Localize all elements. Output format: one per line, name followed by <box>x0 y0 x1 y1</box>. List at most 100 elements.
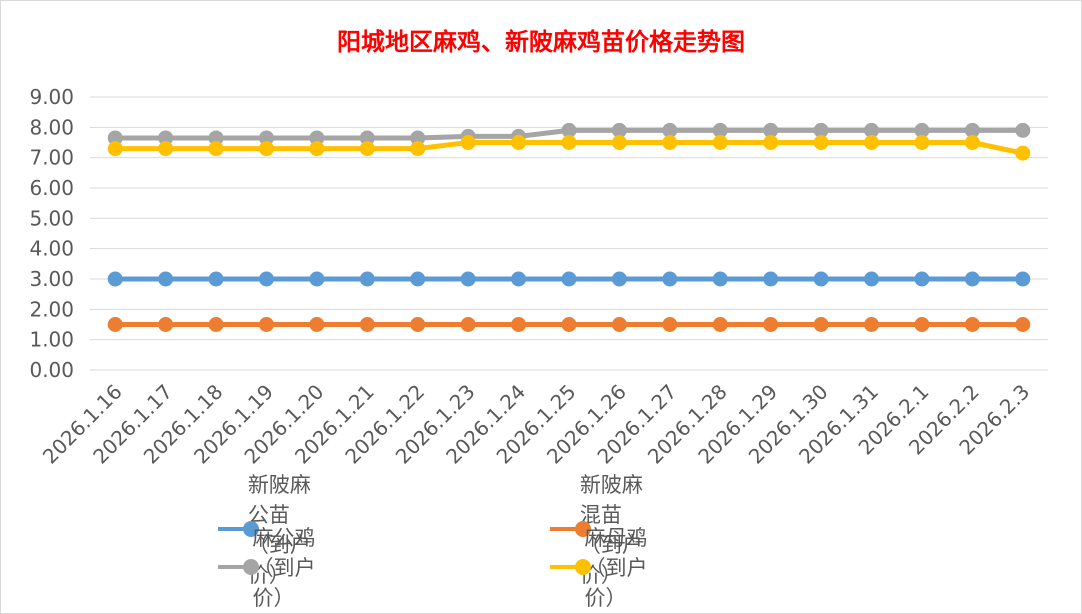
data-point <box>763 135 779 150</box>
data-point <box>460 135 476 150</box>
data-point <box>309 141 325 157</box>
legend-swatch <box>550 552 591 582</box>
data-point <box>763 271 779 287</box>
data-point <box>511 317 527 332</box>
data-point <box>309 130 325 146</box>
data-point <box>914 271 930 287</box>
data-point <box>763 317 779 332</box>
data-point <box>611 135 627 150</box>
data-point <box>763 122 779 138</box>
data-point <box>914 122 930 138</box>
data-point <box>561 122 577 138</box>
data-point <box>460 317 476 332</box>
data-point <box>662 135 678 150</box>
y-tick-label: 3.00 <box>29 267 74 291</box>
series-0 <box>107 271 1031 287</box>
data-point <box>964 271 980 287</box>
y-tick-label: 6.00 <box>29 176 74 200</box>
data-point <box>662 317 678 332</box>
data-point <box>410 271 426 287</box>
data-point <box>359 317 375 332</box>
data-point <box>511 135 527 150</box>
data-point <box>158 271 174 287</box>
data-point <box>460 271 476 287</box>
data-point <box>258 271 274 287</box>
data-point <box>561 317 577 332</box>
data-point <box>410 317 426 332</box>
data-point <box>662 122 678 138</box>
data-point <box>258 130 274 146</box>
series-1 <box>107 317 1031 332</box>
data-point <box>813 122 829 138</box>
y-tick-label: 5.00 <box>29 206 74 230</box>
y-tick-label: 1.00 <box>29 328 74 352</box>
data-point <box>258 141 274 157</box>
data-point <box>208 130 224 146</box>
data-point <box>611 271 627 287</box>
legend-item: 新陂麻公苗（到户价） <box>218 473 330 587</box>
chart-title: 阳城地区麻鸡、新陂麻鸡苗价格走势图 <box>337 27 745 56</box>
data-point <box>964 122 980 138</box>
y-axis: 0.00 1.00 2.00 3.00 4.00 5.00 6.00 7.00 8.00 9.00 <box>29 85 74 382</box>
data-point <box>258 317 274 332</box>
y-tick-label: 4.00 <box>29 237 74 261</box>
data-point <box>107 271 123 287</box>
data-point <box>208 317 224 332</box>
data-point <box>107 141 123 157</box>
data-point <box>864 317 880 332</box>
data-point <box>712 122 728 138</box>
x-axis: 2026.1.162026.1.172026.1.182026.1.192026… <box>38 380 1035 469</box>
data-point <box>158 317 174 332</box>
data-point <box>309 317 325 332</box>
data-point <box>359 271 375 287</box>
data-point <box>712 135 728 150</box>
data-point <box>712 317 728 332</box>
data-point <box>561 135 577 150</box>
data-point <box>611 317 627 332</box>
data-point <box>410 141 426 157</box>
data-point <box>864 271 880 287</box>
legend-swatch <box>218 552 259 582</box>
data-point <box>964 135 980 150</box>
data-point <box>813 271 829 287</box>
data-point <box>107 317 123 332</box>
data-point <box>359 130 375 146</box>
data-point <box>914 317 930 332</box>
data-point <box>914 135 930 150</box>
legend-swatch <box>550 514 591 544</box>
y-tick-label: 9.00 <box>29 85 74 109</box>
legend-item: 麻公鸡（到户价） <box>218 526 330 610</box>
data-point <box>1015 122 1031 138</box>
data-point <box>107 130 123 146</box>
y-tick-label: 0.00 <box>29 358 74 382</box>
legend-label: 新陂麻公苗（到户价） <box>247 473 311 587</box>
data-point <box>1015 271 1031 287</box>
data-point <box>813 317 829 332</box>
series-layer <box>107 122 1031 332</box>
data-point <box>813 135 829 150</box>
y-tick-label: 2.00 <box>29 297 74 321</box>
legend-swatch <box>218 514 259 544</box>
y-tick-label: 8.00 <box>29 115 74 139</box>
y-tick-label: 7.00 <box>29 146 74 170</box>
data-point <box>864 122 880 138</box>
legend-label: 麻母鸡（到户价） <box>584 526 648 610</box>
data-point <box>864 135 880 150</box>
data-point <box>1015 317 1031 332</box>
data-point <box>208 141 224 157</box>
legend-item: 新陂麻混苗（到户价） <box>550 473 662 587</box>
data-point <box>712 271 728 287</box>
data-point <box>561 271 577 287</box>
data-point <box>158 130 174 146</box>
data-point <box>410 130 426 146</box>
legend-item: 麻母鸡（到户价） <box>550 526 662 610</box>
data-point <box>611 122 627 138</box>
data-point <box>208 271 224 287</box>
legend-label: 麻公鸡（到户价） <box>252 526 316 610</box>
data-point <box>158 141 174 157</box>
data-point <box>309 271 325 287</box>
data-point <box>359 141 375 157</box>
data-point <box>511 271 527 287</box>
